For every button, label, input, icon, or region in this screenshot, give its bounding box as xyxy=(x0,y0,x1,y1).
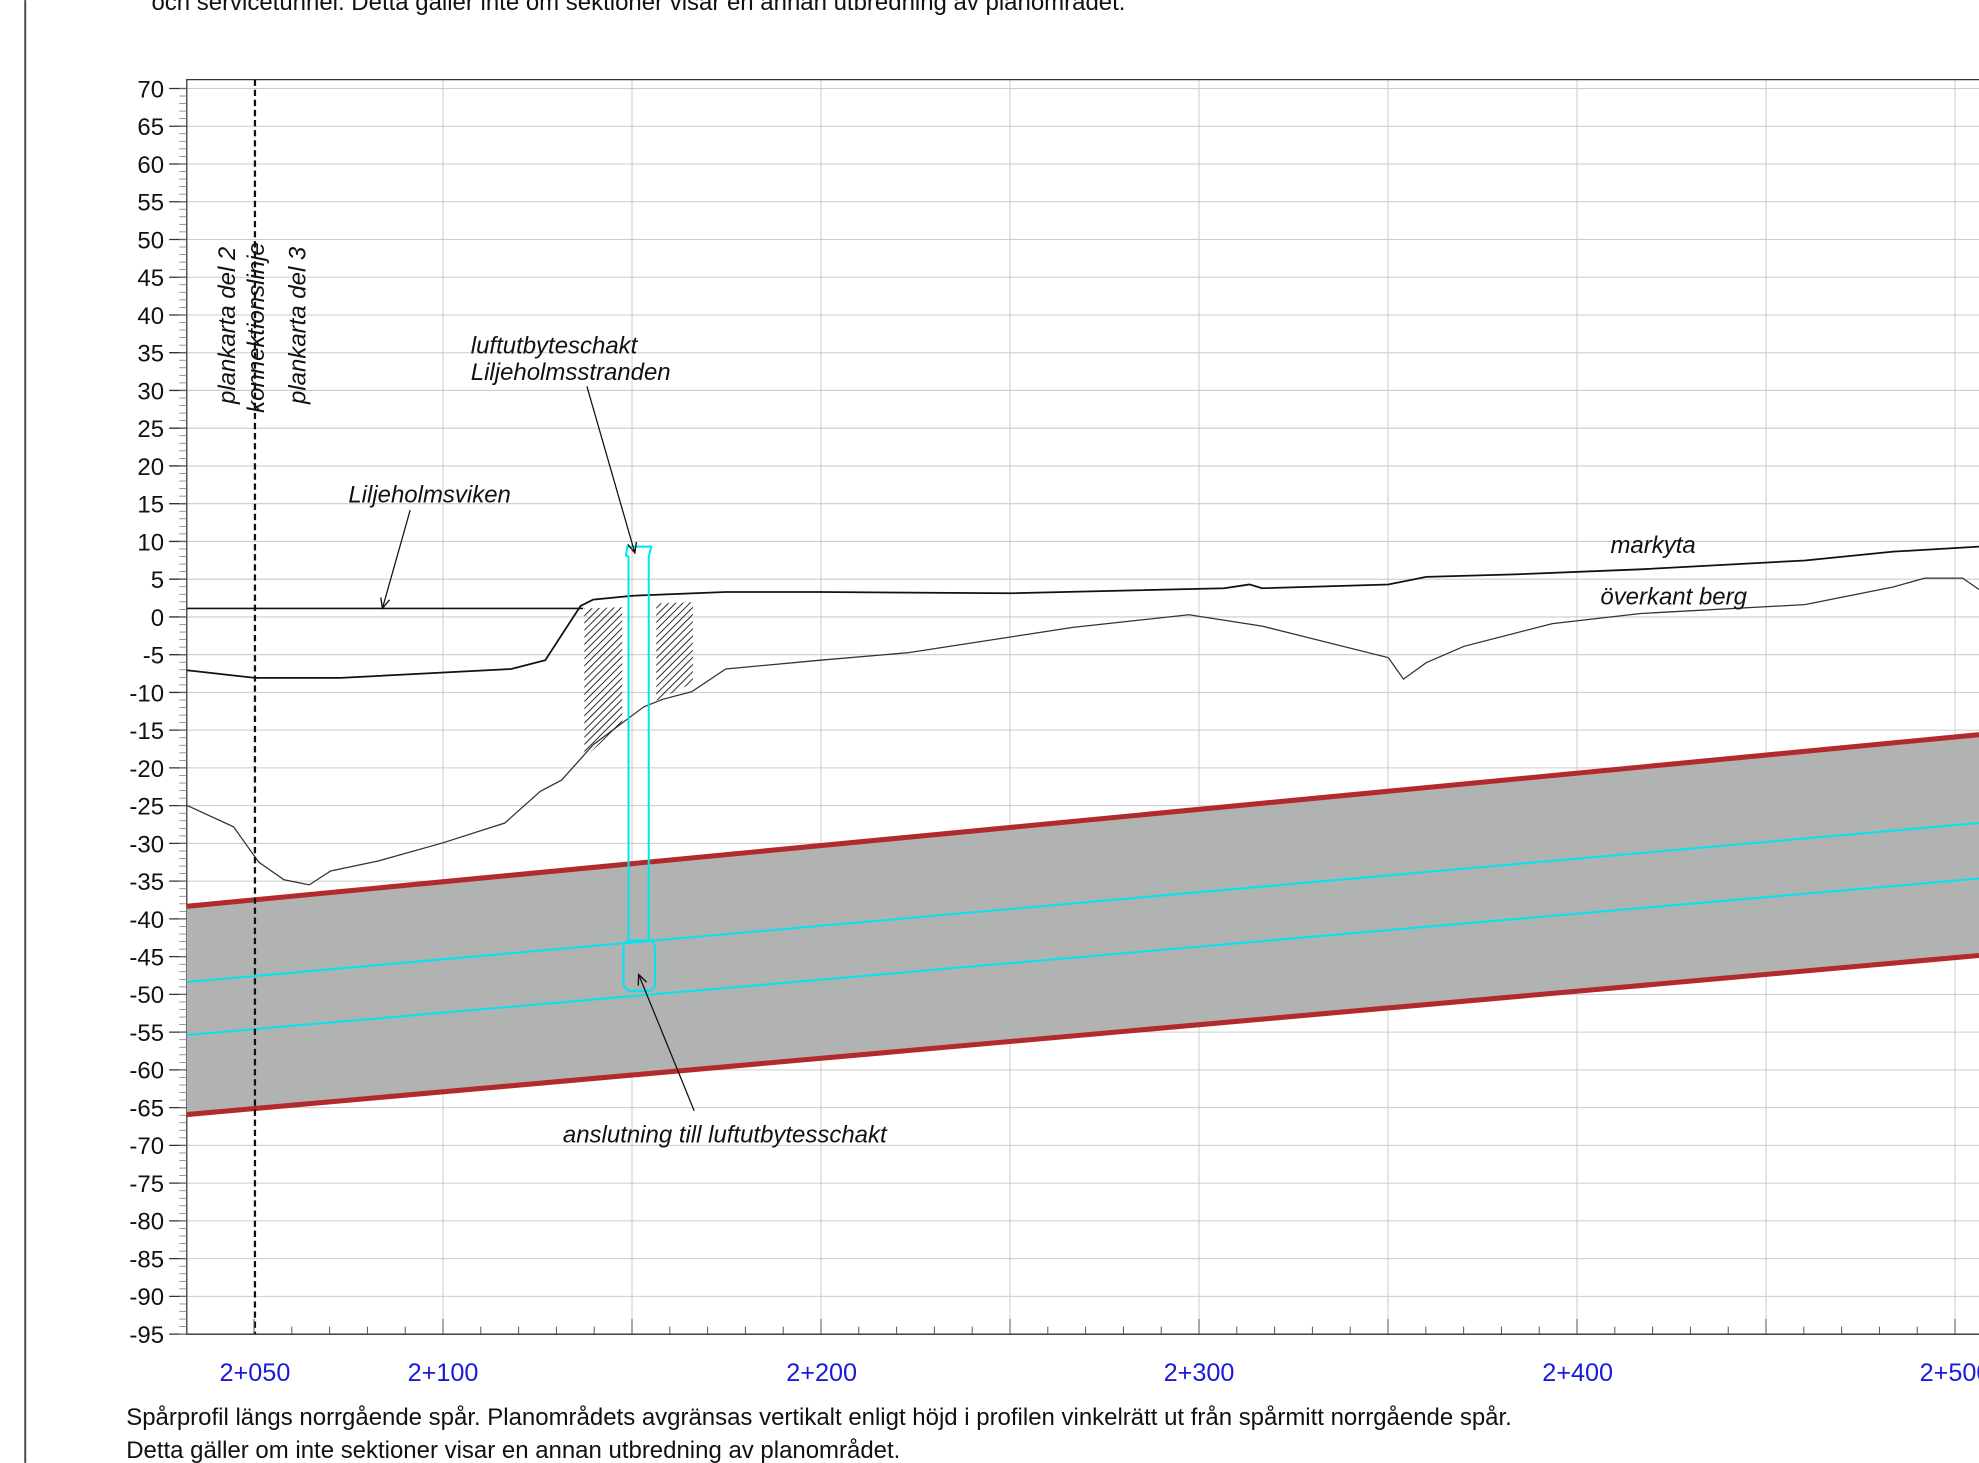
x-tick-label: 2+400 xyxy=(1542,1359,1613,1387)
tunnel-band xyxy=(186,734,1979,1115)
y-tick-label: 70 xyxy=(137,76,164,103)
arrow xyxy=(639,974,695,1112)
label: anslutning till luftutbytesschakt xyxy=(563,1121,888,1148)
label: markyta xyxy=(1610,532,1695,559)
y-tick-label: -55 xyxy=(129,1020,164,1047)
y-tick-label: -85 xyxy=(129,1246,164,1273)
caption: Detta gäller om inte sektioner visar en … xyxy=(126,1437,900,1463)
y-tick-label: -5 xyxy=(143,643,164,670)
y-tick-label: 45 xyxy=(137,265,164,292)
y-tick-label: -20 xyxy=(129,756,164,783)
y-tick-label: 55 xyxy=(137,190,164,217)
y-tick-label: -50 xyxy=(129,982,164,1009)
track-line xyxy=(186,821,1979,984)
label: plankarta del 3 xyxy=(284,246,311,405)
ground-line xyxy=(186,545,1979,679)
y-tick-label: 35 xyxy=(137,341,164,368)
y-tick-label: 50 xyxy=(137,227,164,254)
hatched-area xyxy=(656,602,693,701)
y-tick-label: -90 xyxy=(129,1284,164,1311)
hatched-area xyxy=(584,607,623,758)
x-tick-label: 2+050 xyxy=(220,1359,291,1387)
y-tick-label: -35 xyxy=(129,869,164,896)
x-tick-label: 2+300 xyxy=(1164,1359,1235,1387)
label: konnektionslinje xyxy=(243,242,270,413)
caption: Spårprofil längs norrgående spår. Planom… xyxy=(126,1404,1512,1431)
label: Liljeholmsviken xyxy=(348,481,511,508)
y-tick-label: 0 xyxy=(151,605,164,632)
tunnel-bottom xyxy=(186,953,1979,1118)
arrow xyxy=(382,509,411,608)
y-tick-label: 65 xyxy=(137,114,164,141)
x-tick-label: 2+100 xyxy=(408,1359,479,1387)
y-tick-label: -45 xyxy=(129,945,164,972)
y-tick-label: 40 xyxy=(137,303,164,330)
label: luftutbyteschakt xyxy=(471,332,639,359)
tunnel-top xyxy=(186,732,1979,909)
label: Liljeholmsstranden xyxy=(471,359,671,386)
grid xyxy=(186,79,1979,1335)
y-tick-label: -70 xyxy=(129,1133,164,1160)
y-tick-label: 60 xyxy=(137,152,164,179)
y-tick-label: -15 xyxy=(129,718,164,745)
arrow xyxy=(586,386,635,553)
y-tick-label: 30 xyxy=(137,378,164,405)
x-tick-label: 2+200 xyxy=(786,1359,857,1387)
x-tick-label: 2+500 xyxy=(1920,1359,1979,1387)
y-tick-label: 5 xyxy=(151,567,164,594)
y-tick-label: 15 xyxy=(137,492,164,519)
y-tick-label: -10 xyxy=(129,680,164,707)
label: överkant berg xyxy=(1600,584,1747,611)
y-tick-label: -75 xyxy=(129,1171,164,1198)
plot-frame xyxy=(186,78,1979,1335)
label: plankarta del 2 xyxy=(214,247,241,405)
y-tick-label: -40 xyxy=(129,907,164,934)
y-tick-label: -95 xyxy=(129,1322,164,1349)
shaft-connection xyxy=(622,939,657,992)
rock-line xyxy=(186,577,1979,886)
y-tick-label: -30 xyxy=(129,831,164,858)
y-tick-label: -65 xyxy=(129,1096,164,1123)
y-tick-label: 20 xyxy=(137,454,164,481)
y-tick-label: 10 xyxy=(137,529,164,556)
axes: 7065605550454035302520151050-5-10-15-20-… xyxy=(129,76,1979,1387)
y-tick-label: -25 xyxy=(129,794,164,821)
y-tick-label: 25 xyxy=(137,416,164,443)
y-tick-label: -60 xyxy=(129,1058,164,1085)
track-line xyxy=(186,877,1979,1037)
top-text: och servicetunnel. Detta gäller inte om … xyxy=(151,0,1125,16)
y-tick-label: -80 xyxy=(129,1209,164,1236)
